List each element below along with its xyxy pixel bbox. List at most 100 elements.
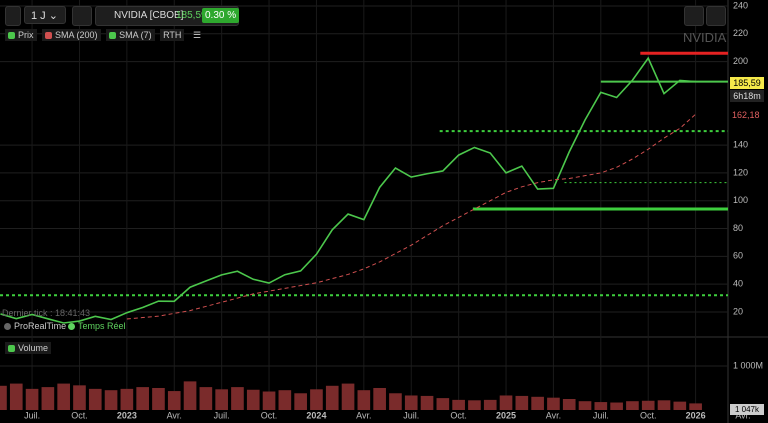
- x-tick-label: 2026: [686, 410, 706, 420]
- volume-bar: [57, 383, 70, 410]
- volume-bar: [73, 385, 86, 410]
- volume-bar: [468, 400, 481, 410]
- volume-bar: [41, 387, 55, 410]
- x-tick-label: Oct.: [261, 410, 278, 420]
- volume-bar: [436, 398, 450, 410]
- volume-bar: [25, 388, 39, 410]
- y-tick-label: 240: [733, 0, 748, 10]
- volume-bar: [515, 395, 529, 410]
- legend: Prix SMA (200) SMA (7) RTH ☰: [5, 29, 204, 41]
- volume-bar: [594, 402, 608, 410]
- volume-legend[interactable]: Volume: [5, 342, 52, 354]
- volume-bar: [562, 398, 576, 410]
- price: 185,59: [176, 10, 207, 21]
- volume-bar: [531, 396, 544, 410]
- volume-bar: [215, 389, 228, 410]
- rth-toggle[interactable]: RTH: [160, 29, 185, 41]
- volume-bar: [88, 388, 102, 410]
- volume-bar: [610, 402, 623, 410]
- interval-select[interactable]: 1 J ⌄: [24, 6, 66, 24]
- volume-bar: [373, 387, 386, 410]
- y-tick-label: 60: [733, 251, 743, 261]
- x-tick-label: Avr.: [735, 410, 750, 420]
- y-tick-label: 40: [733, 279, 743, 289]
- volume-bar: [547, 397, 560, 410]
- legend-label: Prix: [18, 30, 34, 40]
- volume-bar: [389, 393, 402, 410]
- x-tick-label: Juil.: [24, 410, 40, 420]
- last-volume-label: 1 047k: [730, 404, 764, 415]
- x-tick-label: 2023: [117, 410, 137, 420]
- y-tick-label: 20: [733, 306, 743, 316]
- chart-type-button[interactable]: [72, 6, 92, 26]
- volume-bar: [183, 381, 197, 410]
- legend-item[interactable]: SMA (200): [42, 29, 101, 41]
- volume-bar: [357, 390, 371, 410]
- interval: 1 J: [31, 10, 46, 22]
- menu-button[interactable]: [5, 6, 21, 26]
- watermark: NVIDIA: [683, 30, 727, 45]
- symbol-box[interactable]: NVIDIA [CBOE] 185,59 0.30 %: [95, 6, 240, 26]
- volume-label: Volume: [18, 343, 49, 353]
- brand-text: ProRealTime: [14, 321, 67, 331]
- volume-bar: [152, 387, 165, 410]
- volume-bar: [689, 403, 702, 410]
- legend-item[interactable]: SMA (7): [106, 29, 155, 41]
- volume-bar: [294, 393, 307, 410]
- volume-bar: [626, 401, 639, 410]
- volume-bar: [310, 389, 323, 410]
- tools-button[interactable]: [684, 6, 704, 26]
- list-icon[interactable]: ☰: [192, 30, 202, 40]
- legend-item[interactable]: Prix: [5, 29, 37, 41]
- x-tick-label: Juil.: [593, 410, 609, 420]
- volume-bar: [246, 389, 260, 410]
- y-tick-label: 220: [733, 28, 748, 38]
- change: 0.30 %: [202, 8, 240, 23]
- legend-label: SMA (200): [55, 30, 98, 40]
- volume-bar: [104, 390, 118, 410]
- legend-label: SMA (7): [119, 30, 152, 40]
- x-tick-label: Juil.: [214, 410, 230, 420]
- volume-bar: [120, 388, 134, 410]
- x-tick-label: Oct.: [640, 410, 657, 420]
- y-tick-label: 100: [733, 195, 748, 205]
- volume-bar: [341, 383, 355, 410]
- feed-text: Temps Réel: [78, 321, 126, 331]
- volume-tick-label: 1 000M: [733, 360, 763, 370]
- brand: ProRealTime: [4, 321, 66, 331]
- volume-bar: [262, 391, 276, 410]
- feed: Temps Réel: [68, 321, 126, 331]
- last-tick: Dernier tick : 18:41:43: [2, 308, 91, 318]
- volume-bar: [199, 387, 213, 410]
- volume-bar: [420, 395, 434, 410]
- volume-bar: [167, 391, 181, 410]
- volume-bar: [136, 387, 149, 410]
- price-line: [0, 56, 696, 324]
- volume-bar: [9, 383, 23, 410]
- y-tick-label: 120: [733, 167, 748, 177]
- volume-bar: [325, 385, 339, 410]
- volume-bar: [499, 395, 513, 410]
- symbol: NVIDIA [CBOE]: [114, 10, 184, 21]
- volume-bar: [657, 400, 671, 410]
- volume-bar: [278, 390, 292, 410]
- volume-bar: [673, 401, 687, 410]
- volume-bar: [231, 387, 244, 410]
- x-tick-label: Oct.: [450, 410, 467, 420]
- x-tick-label: Avr.: [356, 410, 371, 420]
- countdown: 6h18m: [730, 90, 764, 102]
- volume-bar: [641, 400, 655, 410]
- y-tick-label: 140: [733, 139, 748, 149]
- sma-line: [126, 113, 696, 320]
- x-tick-label: Oct.: [71, 410, 88, 420]
- sma-label: 162,18: [732, 110, 760, 120]
- window-button[interactable]: [706, 6, 726, 26]
- x-tick-label: Juil.: [403, 410, 419, 420]
- last-price-label: 185,59: [730, 77, 764, 89]
- x-tick-label: Avr.: [167, 410, 182, 420]
- y-tick-label: 200: [733, 56, 748, 66]
- volume-bar: [452, 399, 465, 410]
- y-tick-label: 80: [733, 223, 743, 233]
